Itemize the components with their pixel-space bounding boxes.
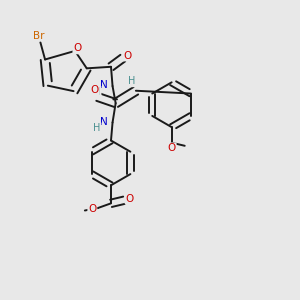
Text: H: H bbox=[128, 76, 135, 86]
Text: O: O bbox=[123, 51, 132, 61]
Text: O: O bbox=[125, 194, 134, 204]
Text: O: O bbox=[90, 85, 99, 95]
Text: O: O bbox=[167, 143, 176, 153]
Text: N: N bbox=[100, 117, 108, 127]
Text: H: H bbox=[93, 87, 101, 97]
Text: O: O bbox=[73, 44, 82, 53]
Text: Br: Br bbox=[33, 31, 45, 40]
Text: N: N bbox=[100, 80, 108, 90]
Text: O: O bbox=[88, 204, 97, 214]
Text: H: H bbox=[93, 123, 101, 133]
